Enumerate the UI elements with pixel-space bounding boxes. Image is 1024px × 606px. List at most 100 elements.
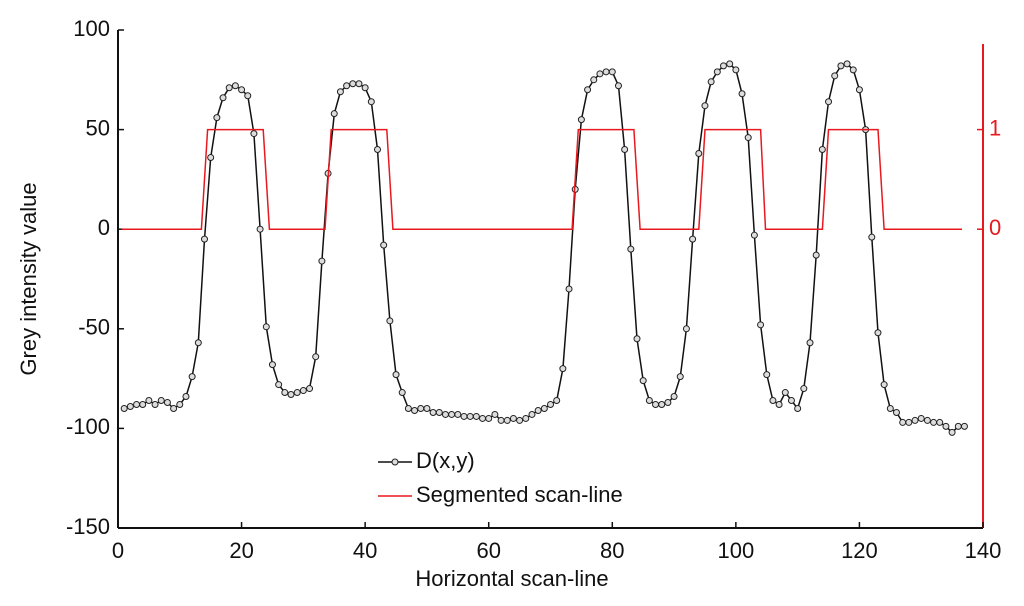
data-point [312,353,320,361]
data-point [460,412,468,420]
data-point [664,399,672,407]
data-point [157,397,165,405]
y-tick-label: 50 [86,115,110,140]
data-point [732,66,740,74]
data-point [225,84,233,92]
legend-label: Segmented scan-line [416,482,623,507]
data-point [503,416,511,424]
data-point [238,86,246,94]
data-point [905,418,913,426]
data-point [411,406,419,414]
data-point [577,116,585,124]
data-point [441,410,449,418]
x-axis-label: Horizontal scan-line [415,566,608,591]
data-point [126,402,134,410]
data-point [744,134,752,142]
y-tick-label: 100 [73,16,110,41]
y-tick-label: -50 [78,315,110,340]
data-point [429,408,437,416]
data-point [608,68,616,76]
data-point [614,82,622,90]
data-point [367,98,375,106]
data-point [349,80,357,88]
x-tick-label: 100 [717,538,754,563]
data-point [590,76,598,84]
series-line [121,128,962,230]
data-point [170,404,178,412]
x-tick-label: 60 [476,538,500,563]
data-point [682,325,690,333]
data-point [670,393,678,401]
data-point [256,225,264,233]
legend-marker [391,458,399,466]
data-point [818,146,826,154]
data-point [781,389,789,397]
data-point [534,406,542,414]
data-point [139,400,147,408]
data-point [485,414,493,422]
data-point [547,400,554,408]
data-point [268,361,276,369]
data-point [565,285,573,293]
data-point [726,60,734,68]
data-point [287,391,295,399]
data-point [306,385,314,393]
data-point [151,400,159,408]
data-point [207,153,215,161]
data-point [201,235,208,243]
data-point [133,400,141,408]
data-point [707,78,715,86]
data-point [886,404,894,412]
data-point [720,62,727,70]
y-tick-label: -150 [66,514,110,539]
data-point [695,150,703,158]
data-point [528,410,536,418]
data-point [763,371,771,379]
data-point [497,416,505,424]
data-point [602,68,610,76]
data-point [417,404,425,412]
data-point [516,416,524,424]
data-point [855,86,863,94]
data-point [769,397,777,405]
data-point [960,422,968,430]
data-point [435,408,443,416]
data-point [794,404,802,412]
data-point [392,371,400,379]
data-point [336,88,344,96]
data-point [386,317,394,325]
data-point [522,414,530,422]
data-point [936,418,944,426]
data-point [398,389,406,397]
data-point [787,397,795,405]
y2-tick-label: 1 [989,115,1001,140]
data-point [182,393,190,401]
x-tick-label: 140 [965,538,1002,563]
data-point [831,72,839,80]
data-point [194,339,202,347]
data-point [250,130,258,138]
data-point [423,404,431,412]
y2-tick-label: 0 [989,215,1001,240]
data-point [954,422,962,430]
data-point [652,400,660,408]
data-point [645,397,653,405]
data-point [923,416,931,424]
data-point [837,62,845,70]
data-point [825,98,833,106]
data-point [559,365,567,373]
data-point [343,82,351,90]
data-point [176,400,184,408]
data-point [899,418,907,426]
data-point [448,410,456,418]
x-tick-label: 0 [112,538,124,563]
data-point [213,114,221,122]
x-tick-label: 120 [841,538,878,563]
data-point [911,416,919,424]
data-point [219,94,227,102]
data-point [812,251,820,259]
data-point [330,110,338,118]
y-tick-label: 0 [98,215,110,240]
data-point [584,86,592,94]
